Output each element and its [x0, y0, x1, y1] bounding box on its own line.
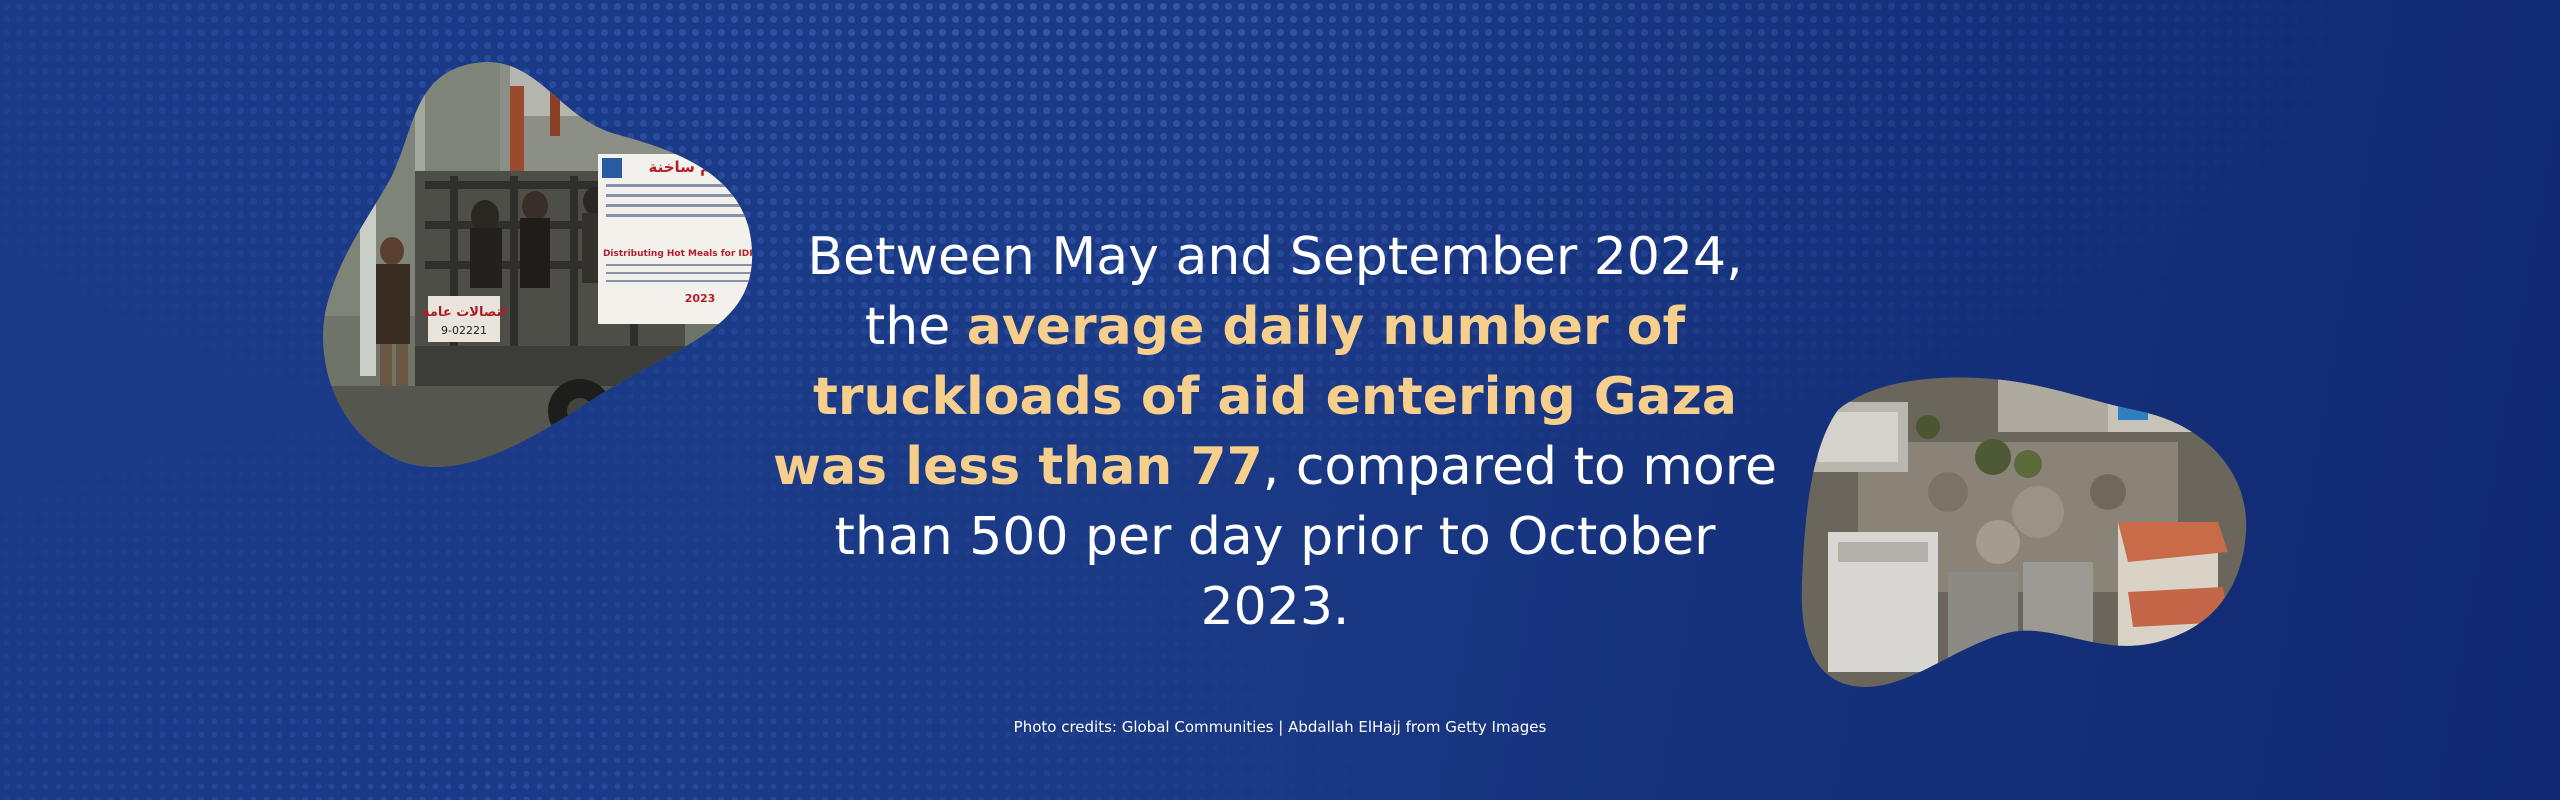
headline-intro: Between May and September 2024, the	[807, 227, 1743, 357]
headline: Between May and September 2024, the aver…	[760, 222, 1790, 642]
photo-credits: Photo credits: Global Communities | Abda…	[1013, 718, 1547, 736]
headline-highlight: average daily number of truckloads of ai…	[773, 297, 1737, 497]
headline-outro: , compared to more than 500 per day prio…	[834, 437, 1777, 637]
aerial-destruction-photo	[1798, 372, 2250, 694]
banner-english-title: Distributing Hot Meals for IDPs	[603, 249, 760, 259]
svg-text:9-02221: 9-02221	[441, 324, 487, 337]
banner-year: 2023	[685, 292, 716, 305]
truck-sign-text: اتصالات عامة	[422, 305, 506, 320]
banner-arabic-title: وجبات طعام ساخنة	[648, 158, 760, 176]
aid-truck-photo: اتصالات عامة 9-02221 وجبات طعام ساخنة Di…	[320, 56, 760, 486]
